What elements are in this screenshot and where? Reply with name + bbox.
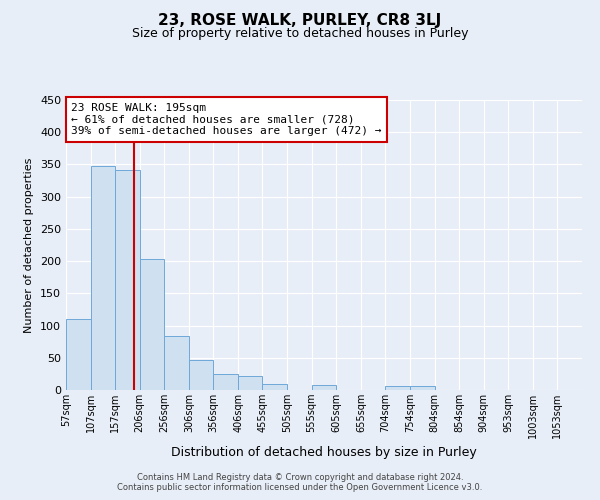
Bar — [189, 360, 214, 390]
Text: 23, ROSE WALK, PURLEY, CR8 3LJ: 23, ROSE WALK, PURLEY, CR8 3LJ — [158, 12, 442, 28]
Text: Contains HM Land Registry data © Crown copyright and database right 2024.: Contains HM Land Registry data © Crown c… — [137, 472, 463, 482]
Bar — [140, 259, 164, 390]
Text: Contains public sector information licensed under the Open Government Licence v3: Contains public sector information licen… — [118, 482, 482, 492]
Bar — [66, 319, 91, 390]
Bar — [115, 170, 140, 390]
Bar — [164, 336, 189, 390]
Bar — [410, 386, 434, 390]
Bar — [91, 166, 115, 390]
Bar — [385, 386, 410, 390]
Bar — [238, 376, 262, 390]
Y-axis label: Number of detached properties: Number of detached properties — [25, 158, 34, 332]
Bar — [214, 374, 238, 390]
Bar — [262, 384, 287, 390]
Text: Size of property relative to detached houses in Purley: Size of property relative to detached ho… — [132, 28, 468, 40]
X-axis label: Distribution of detached houses by size in Purley: Distribution of detached houses by size … — [171, 446, 477, 460]
Text: 23 ROSE WALK: 195sqm
← 61% of detached houses are smaller (728)
39% of semi-deta: 23 ROSE WALK: 195sqm ← 61% of detached h… — [71, 103, 382, 136]
Bar — [311, 386, 337, 390]
